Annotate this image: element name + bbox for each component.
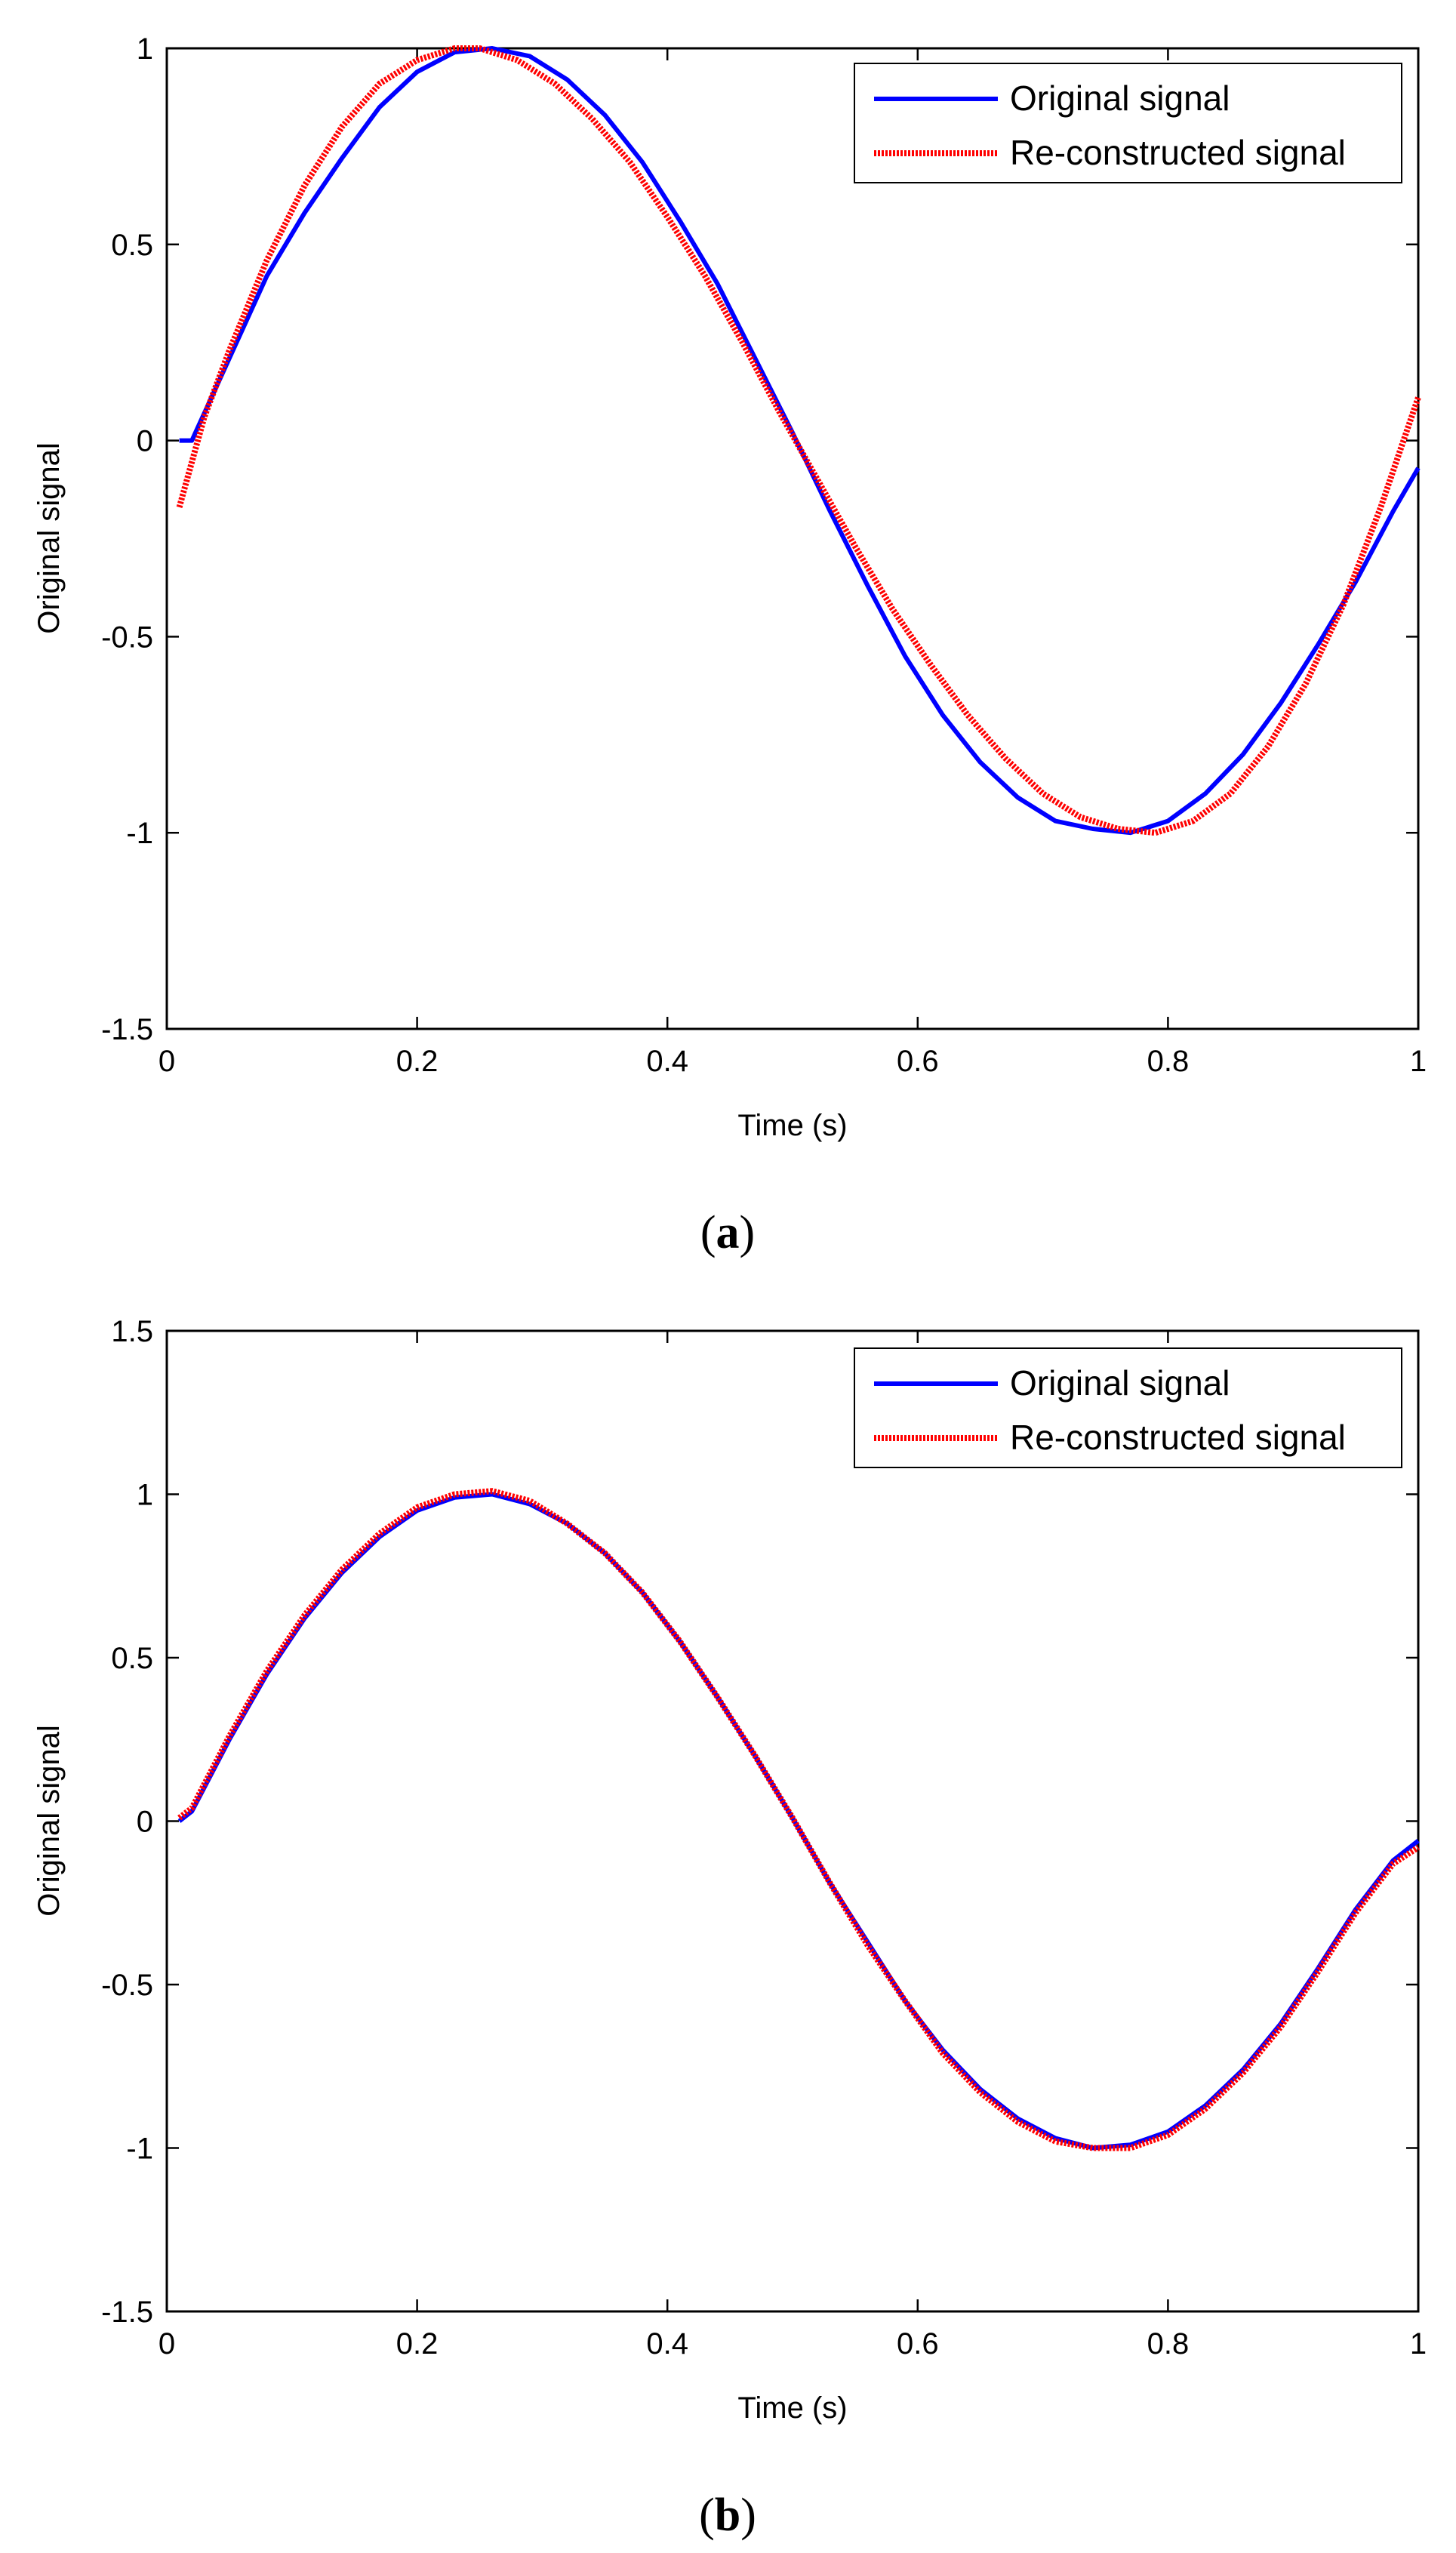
panel-label-close-paren: ): [740, 1207, 756, 1258]
y-tick-label: 0.5: [111, 1642, 153, 1675]
panel-label-text-b: b: [715, 2490, 740, 2541]
y-tick-label: 1: [137, 1479, 153, 1512]
y-axis-label-a: Original signal: [32, 442, 66, 633]
legend-box-b: [854, 1347, 1402, 1468]
y-tick-label: 1: [137, 32, 153, 66]
x-tick-label: 1: [1410, 2327, 1427, 2361]
panel-label-b: (b): [699, 2490, 756, 2541]
y-axis-label-b: Original signal: [32, 1725, 66, 1916]
x-axis-label-b: Time (s): [737, 2391, 847, 2425]
panel-label-open-paren: (: [700, 1207, 716, 1258]
x-tick-labels-b: 0 0.2 0.4 0.6 0.8 1: [159, 2327, 1427, 2361]
legend-box-a: [854, 63, 1402, 183]
x-tick-label: 0.8: [1147, 1045, 1190, 1078]
x-tick-label: 0.2: [396, 2327, 439, 2361]
x-tick-label: 0.8: [1147, 2327, 1190, 2361]
legend-b: Original signal Re-constructed signal: [854, 1347, 1402, 1468]
panel-label-open-paren: (: [699, 2490, 715, 2541]
chart-panel-a: 0 0.2 0.4 0.6 0.8 1 -1.5 -1 -0.5 0 0.5 1…: [32, 32, 1427, 1258]
svg-text:(b): (b): [699, 2490, 756, 2541]
y-tick-label: 0: [137, 425, 153, 458]
y-tick-label: -0.5: [101, 1969, 153, 2002]
x-axis-label-a: Time (s): [737, 1109, 847, 1142]
series-lines-b: [177, 1488, 1421, 2151]
y-tick-label: 0.5: [111, 229, 153, 262]
plot-area-a: [165, 47, 1420, 1030]
x-tick-label: 0: [159, 1045, 175, 1078]
x-tick-label: 0.4: [646, 2327, 688, 2361]
x-tick-labels-a: 0 0.2 0.4 0.6 0.8 1: [159, 1045, 1427, 1078]
legend-label-original-b: Original signal: [1010, 1363, 1230, 1403]
x-tick-label: 0.2: [396, 1045, 439, 1078]
y-tick-labels-b: -1.5 -1 -0.5 0 0.5 1 1.5: [101, 1315, 153, 2329]
y-tick-label: -1.5: [101, 2296, 153, 2329]
legend-a: Original signal Re-constructed signal: [854, 63, 1402, 183]
y-tick-label: -1: [126, 2133, 153, 2166]
legend-label-reconstructed-b: Re-constructed signal: [1010, 1418, 1346, 1457]
series-line-reconstructed-a: [176, 45, 1421, 836]
x-tick-label: 0: [159, 2327, 175, 2361]
y-tick-label: -1.5: [101, 1013, 153, 1046]
series-line-original-a: [179, 46, 1421, 836]
legend-label-reconstructed-a: Re-constructed signal: [1010, 133, 1346, 172]
y-tick-label: -0.5: [101, 621, 153, 654]
x-tick-label: 1: [1410, 1045, 1427, 1078]
series-line-reconstructed-b: [177, 1488, 1421, 2151]
chart-panel-b: 0 0.2 0.4 0.6 0.8 1 -1.5 -1 -0.5 0 0.5 1…: [32, 1315, 1427, 2541]
ticks-b: [165, 1329, 1420, 2313]
panel-label-a: (a): [700, 1207, 755, 1258]
x-tick-label: 0.6: [897, 1045, 939, 1078]
y-tick-label: 1.5: [111, 1315, 153, 1348]
x-tick-label: 0.6: [897, 2327, 939, 2361]
panel-label-text-a: a: [716, 1207, 740, 1258]
x-tick-label: 0.4: [646, 1045, 688, 1078]
y-tick-labels-a: -1.5 -1 -0.5 0 0.5 1: [101, 32, 153, 1046]
legend-label-original-a: Original signal: [1010, 79, 1230, 118]
y-tick-label: -1: [126, 817, 153, 850]
panel-label-close-paren: ): [740, 2490, 756, 2541]
series-lines-a: [176, 45, 1421, 836]
svg-text:(a): (a): [700, 1207, 755, 1258]
y-tick-label: 0: [137, 1806, 153, 1839]
